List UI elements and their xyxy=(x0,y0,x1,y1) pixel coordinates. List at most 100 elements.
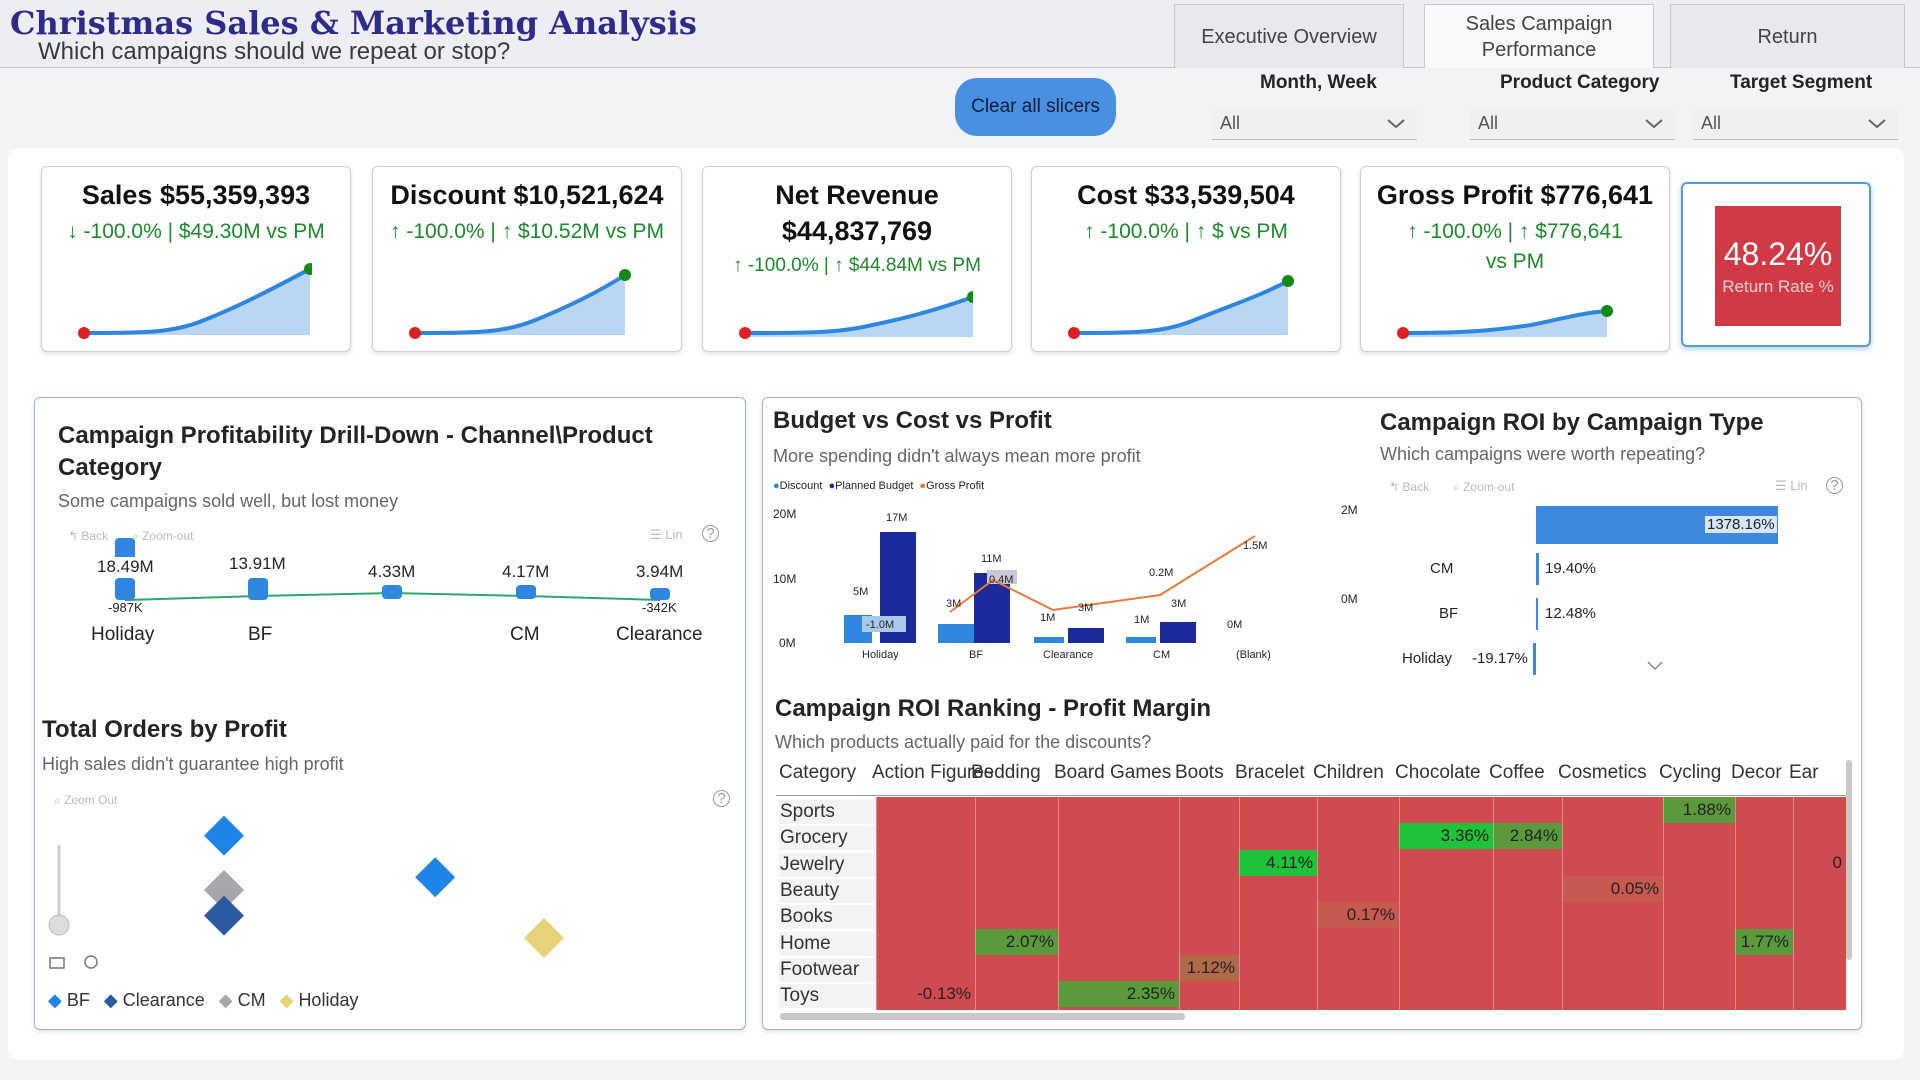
roi-bar[interactable] xyxy=(1533,643,1536,675)
heatmap-cell[interactable]: 0.17% xyxy=(1317,902,1399,929)
drill-marker-top xyxy=(115,538,135,560)
tab-return[interactable]: Return xyxy=(1670,4,1905,68)
legend-label: CM xyxy=(237,990,266,1010)
heatmap-cell[interactable]: 3.36% xyxy=(1399,823,1493,850)
heatmap-column-header[interactable]: Action Figures xyxy=(872,762,994,783)
legend-item-holiday[interactable]: ◆ Holiday xyxy=(280,990,359,1011)
heatmap-cell[interactable]: 0.05% xyxy=(1562,875,1663,902)
grid-line xyxy=(1058,797,1059,1010)
scatter-point-bf[interactable] xyxy=(204,815,244,856)
bar-value-label: 1M xyxy=(1040,612,1056,624)
bar-value-label: 3M xyxy=(1171,598,1187,610)
legend-label: BF xyxy=(66,990,90,1010)
bar-planned-budget[interactable] xyxy=(1068,628,1104,643)
roi-scale-toggle[interactable]: ☰ Lin xyxy=(1775,478,1808,493)
heatmap-cell[interactable]: 2.35% xyxy=(1058,981,1179,1008)
heatmap-column-header[interactable]: Ear xyxy=(1789,762,1819,783)
heatmap-column-header[interactable]: Bracelet xyxy=(1235,762,1305,783)
heatmap-cell[interactable]: 1.88% xyxy=(1663,797,1735,823)
drill-marker xyxy=(248,578,268,600)
help-icon[interactable]: ? xyxy=(702,525,719,542)
horizontal-scrollbar[interactable] xyxy=(780,1013,1185,1020)
heatmap-column-header[interactable]: Coffee xyxy=(1489,762,1545,783)
legend-item-cm[interactable]: ◆ CM xyxy=(219,990,266,1011)
roi-value-label: 1378.16% xyxy=(1705,516,1777,533)
slicer-product-category[interactable]: All xyxy=(1470,108,1675,140)
clear-all-slicers-button[interactable]: Clear all slicers xyxy=(955,78,1116,136)
sparkline xyxy=(1397,305,1613,339)
roi-value-label: 12.48% xyxy=(1545,605,1596,622)
kpi-card-discount[interactable]: Discount $10,521,624 ↑ -100.0% | ↑ $10.5… xyxy=(372,166,682,352)
drill-scale-toggle[interactable]: ☰ Lin xyxy=(650,527,683,542)
drill-value-label: 4.33M xyxy=(368,562,416,581)
kpi-card-cost[interactable]: Cost $33,539,504 ↑ -100.0% | ↑ $ vs PM xyxy=(1031,166,1341,352)
roi-zoom-out-button[interactable]: ⌕ Zoom-out xyxy=(1453,480,1515,494)
heatmap-row-label: Jewelry xyxy=(779,852,875,877)
heatmap-column-header[interactable]: Decor xyxy=(1731,762,1782,783)
kpi-card-net-revenue[interactable]: Net Revenue $44,837,769 ↑ -100.0% | ↑ $4… xyxy=(702,166,1012,352)
scatter-point-clearance[interactable] xyxy=(204,895,244,936)
scatter-point-cm[interactable] xyxy=(204,870,244,910)
roi-bar[interactable] xyxy=(1536,553,1539,585)
drilldown-subtitle: Some campaigns sold well, but lost money xyxy=(58,491,399,511)
legend-item-bf[interactable]: ◆ BF xyxy=(48,990,90,1011)
page-title: Christmas Sales & Marketing Analysis xyxy=(10,4,697,42)
tab-sales-campaign-performance[interactable]: Sales Campaign Performance xyxy=(1424,4,1654,68)
roi-back-button[interactable]: ↰ Back xyxy=(1389,480,1430,494)
x-category-label: BF xyxy=(969,649,984,661)
bar-discount[interactable] xyxy=(1034,637,1064,643)
budget-title: Budget vs Cost vs Profit xyxy=(773,407,1052,434)
heatmap-column-header[interactable]: Cycling xyxy=(1659,762,1722,783)
heatmap-row-label: Footwear xyxy=(779,957,875,982)
legend-item-discount: ●Discount xyxy=(773,480,823,492)
roi-bar[interactable] xyxy=(1536,598,1538,630)
heatmap-column-header[interactable]: Bedding xyxy=(971,762,1041,783)
left-visual-panel xyxy=(34,397,746,1030)
heatmap-cell[interactable]: 1.77% xyxy=(1735,928,1793,955)
heatmap-cell[interactable]: -0.13% xyxy=(876,981,975,1008)
legend-item-clearance[interactable]: ◆ Clearance xyxy=(104,990,205,1011)
heatmap-column-header[interactable]: Board Games xyxy=(1054,762,1172,783)
kpi-card-sales[interactable]: Sales $55,359,393 ↓ -100.0% | $49.30M vs… xyxy=(41,166,351,352)
help-icon[interactable]: ? xyxy=(1826,477,1843,494)
grid-line xyxy=(1663,797,1664,1010)
kpi-card-gross-profit[interactable]: Gross Profit $776,641 ↑ -100.0% | ↑ $776… xyxy=(1360,166,1670,352)
heatmap-cell[interactable]: 2.07% xyxy=(975,928,1058,955)
bar-planned-budget[interactable] xyxy=(1160,622,1196,643)
chevron-down-icon[interactable] xyxy=(1646,660,1664,672)
heatmap-column-header[interactable]: Cosmetics xyxy=(1558,762,1647,783)
image-icon[interactable] xyxy=(49,957,65,969)
heatmap-cell[interactable]: 4.11% xyxy=(1239,849,1317,876)
return-rate-tile: 48.24% Return Rate % xyxy=(1715,206,1841,326)
x-category-label: Clearance xyxy=(1043,649,1094,661)
bar-discount[interactable] xyxy=(1126,637,1156,643)
vertical-scrollbar[interactable] xyxy=(1846,760,1852,960)
lasso-icon[interactable] xyxy=(84,955,98,969)
slicer-target-segment[interactable]: All xyxy=(1693,108,1898,140)
tab-executive-overview[interactable]: Executive Overview xyxy=(1174,4,1404,68)
zoom-slider-handle[interactable] xyxy=(48,914,70,936)
slicer-month-week[interactable]: All xyxy=(1212,108,1417,140)
heatmap-column-header[interactable]: Children xyxy=(1313,762,1384,783)
scatter-point-holiday[interactable] xyxy=(524,918,564,958)
bar-discount[interactable] xyxy=(938,624,974,643)
help-icon[interactable]: ? xyxy=(713,790,730,807)
slicer-value: All xyxy=(1220,113,1241,133)
heatmap-cell[interactable]: 0 xyxy=(1793,849,1846,876)
heatmap-cell[interactable]: 2.84% xyxy=(1493,823,1562,850)
scatter-point-bf[interactable] xyxy=(415,857,456,898)
heatmap-cell[interactable]: 1.12% xyxy=(1179,954,1239,981)
heatmap-column-header[interactable]: Boots xyxy=(1175,762,1224,783)
tab-label: Executive Overview xyxy=(1201,25,1377,48)
scatter-zoom-out-button[interactable]: ⌕ Zoom Out xyxy=(54,793,118,807)
drill-back-button[interactable]: ↰ Back xyxy=(68,529,109,543)
legend-swatch: ◆ xyxy=(103,990,123,1010)
scale-label: Lin xyxy=(665,527,683,542)
kpi-card-return-rate[interactable]: 48.24% Return Rate % xyxy=(1681,182,1871,347)
zoom-out-label: Zoom-out xyxy=(142,529,194,543)
drill-zoom-out-button[interactable]: ⌕ Zoom-out xyxy=(132,529,194,543)
bar-value-label: 3M xyxy=(946,598,962,610)
heatmap-column-header[interactable]: Chocolate xyxy=(1395,762,1481,783)
drill-category-label: CM xyxy=(510,624,540,645)
